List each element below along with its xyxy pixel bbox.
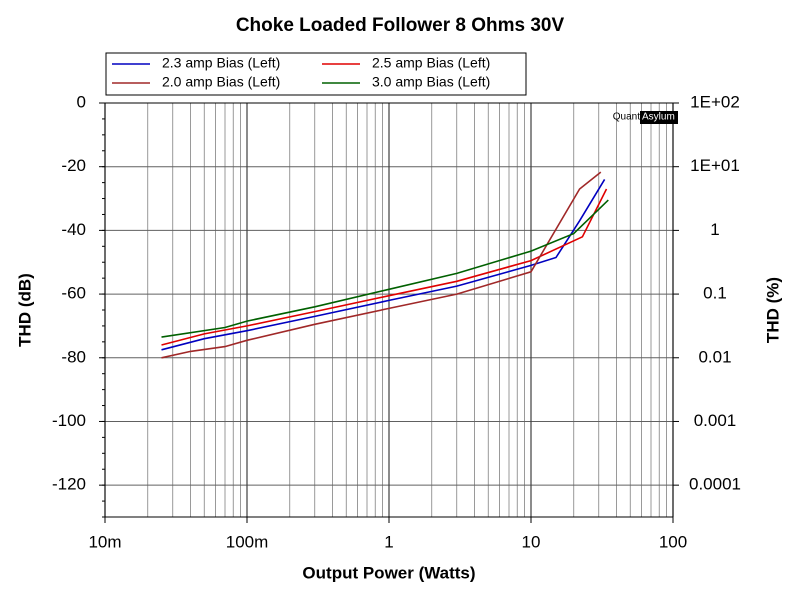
watermark-asylum: Asylum bbox=[642, 112, 675, 123]
y2-tick-label: 0.01 bbox=[698, 347, 731, 366]
legend-label: 3.0 amp Bias (Left) bbox=[372, 74, 490, 90]
x-tick-label: 1 bbox=[384, 532, 393, 551]
plot-frame bbox=[104, 102, 674, 518]
chart-title: Choke Loaded Follower 8 Ohms 30V bbox=[236, 15, 565, 36]
y2-tick-label: 0.1 bbox=[703, 284, 727, 303]
legend-label: 2.5 amp Bias (Left) bbox=[372, 55, 490, 71]
y-tick-label: -60 bbox=[61, 284, 86, 303]
x-tick-label: 10m bbox=[88, 532, 121, 551]
legend-label: 2.3 amp Bias (Left) bbox=[162, 55, 280, 71]
series-line bbox=[161, 199, 609, 338]
y-tick-label: -120 bbox=[52, 475, 86, 494]
y2-tick-label: 0.001 bbox=[694, 411, 737, 430]
x-axis-label: Output Power (Watts) bbox=[302, 563, 475, 582]
series-line bbox=[161, 171, 602, 359]
y-tick-label: -40 bbox=[61, 220, 86, 239]
y-tick-label: -20 bbox=[61, 156, 86, 175]
watermark-box bbox=[640, 111, 678, 124]
watermark-quant: Quant bbox=[613, 112, 640, 123]
y-axis-label: THD (dB) bbox=[15, 273, 34, 347]
series-line bbox=[161, 188, 608, 346]
y2-tick-label: 1E+01 bbox=[690, 156, 740, 175]
legend-label: 2.0 amp Bias (Left) bbox=[162, 74, 280, 90]
x-tick-label: 100 bbox=[659, 532, 687, 551]
y2-axis-label: THD (%) bbox=[763, 277, 782, 343]
y2-tick-label: 0.0001 bbox=[689, 475, 741, 494]
y2-tick-label: 1 bbox=[710, 220, 719, 239]
series-line bbox=[161, 178, 606, 351]
legend-box bbox=[105, 52, 527, 96]
y-tick-label: -100 bbox=[52, 411, 86, 430]
y-tick-label: -80 bbox=[61, 347, 86, 366]
x-tick-label: 10 bbox=[522, 532, 541, 551]
x-tick-label: 100m bbox=[226, 532, 269, 551]
y2-tick-label: 1E+02 bbox=[690, 92, 740, 111]
y-tick-label: 0 bbox=[77, 92, 86, 111]
